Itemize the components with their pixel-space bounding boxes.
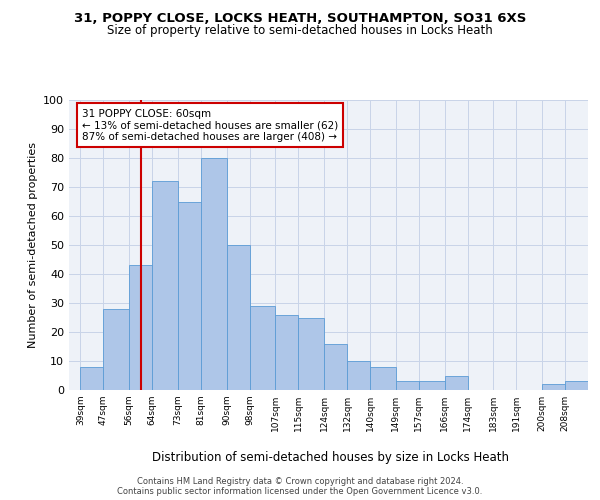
Bar	[80, 367, 103, 390]
Text: Size of property relative to semi-detached houses in Locks Heath: Size of property relative to semi-detach…	[107, 24, 493, 37]
Bar	[178, 202, 201, 390]
Y-axis label: Number of semi-detached properties: Number of semi-detached properties	[28, 142, 38, 348]
Text: 31 POPPY CLOSE: 60sqm
← 13% of semi-detached houses are smaller (62)
87% of semi: 31 POPPY CLOSE: 60sqm ← 13% of semi-deta…	[82, 108, 338, 142]
Bar	[103, 309, 129, 390]
Bar	[542, 384, 565, 390]
Text: 31, POPPY CLOSE, LOCKS HEATH, SOUTHAMPTON, SO31 6XS: 31, POPPY CLOSE, LOCKS HEATH, SOUTHAMPTO…	[74, 12, 526, 26]
Bar	[250, 306, 275, 390]
Text: Distribution of semi-detached houses by size in Locks Heath: Distribution of semi-detached houses by …	[151, 451, 509, 464]
Bar	[370, 367, 396, 390]
Bar	[565, 382, 591, 390]
Bar	[396, 382, 419, 390]
Bar	[298, 318, 324, 390]
Bar	[445, 376, 467, 390]
Bar	[201, 158, 227, 390]
Bar	[419, 382, 445, 390]
Bar	[129, 266, 152, 390]
Bar	[347, 361, 370, 390]
Text: Contains HM Land Registry data © Crown copyright and database right 2024.: Contains HM Land Registry data © Crown c…	[137, 476, 463, 486]
Text: Contains public sector information licensed under the Open Government Licence v3: Contains public sector information licen…	[118, 486, 482, 496]
Bar	[152, 181, 178, 390]
Bar	[324, 344, 347, 390]
Bar	[275, 314, 298, 390]
Bar	[227, 245, 250, 390]
